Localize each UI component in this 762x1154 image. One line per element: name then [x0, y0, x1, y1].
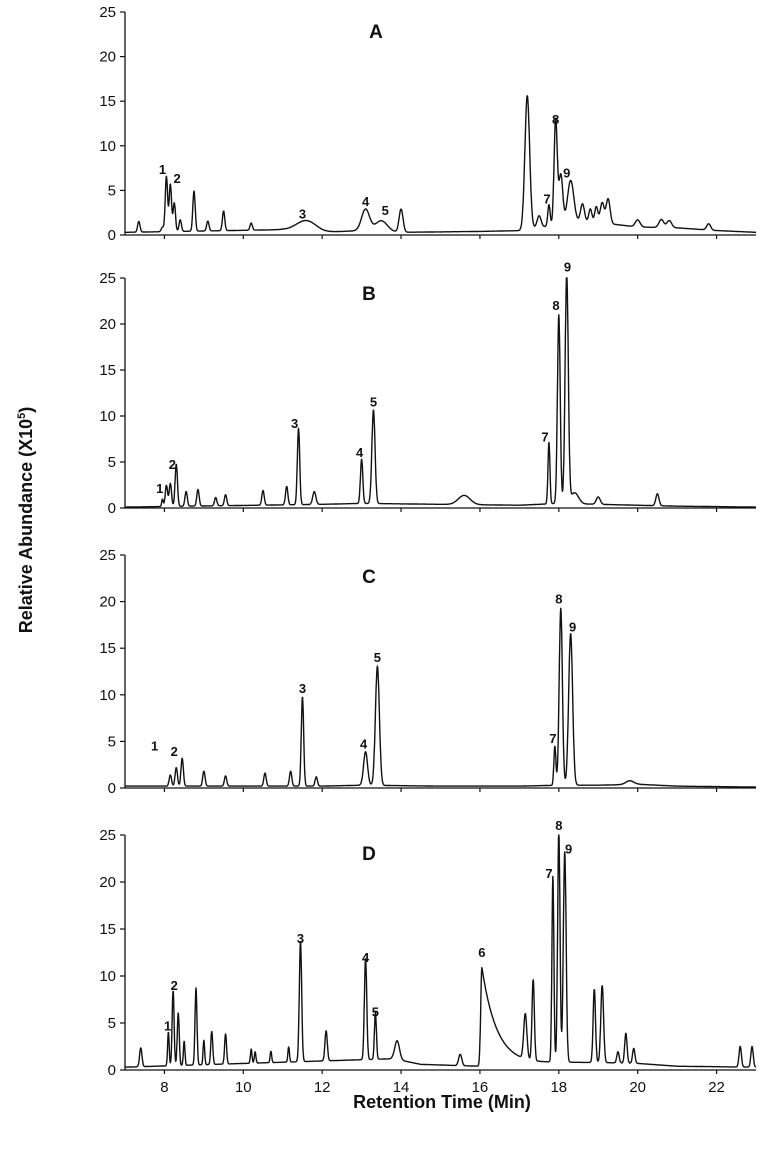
peak-label-8: 8 — [555, 591, 562, 606]
trace-line — [124, 834, 757, 1068]
y-tick-label: 5 — [108, 454, 116, 471]
panel-b: 0 5 10 15 20 25 B 12 3 4 5 7 8 9 — [99, 259, 757, 517]
peak-label-6: 6 — [478, 945, 485, 960]
panel-letter: A — [369, 22, 383, 43]
panel-c: 0 5 10 15 20 25 C 1 2 3 4 5 7 89 — [99, 547, 757, 797]
peak-label-3: 3 — [299, 207, 306, 222]
peak-label-1: 1 — [156, 481, 163, 496]
peak-label-5: 5 — [370, 395, 377, 410]
peak-label-9: 9 — [565, 842, 572, 857]
peak-label-7: 7 — [541, 430, 548, 445]
peak-label-4: 4 — [356, 445, 364, 460]
panel-d: 0 5 10 15 20 25 D 1 2 3 4 5 6 7 89 — [99, 818, 757, 1079]
peak-label-7: 7 — [549, 731, 556, 746]
peak-label-9: 9 — [564, 259, 571, 274]
y-tick-label: 0 — [108, 227, 116, 244]
x-tick-label: 20 — [629, 1079, 646, 1096]
y-tick-label: 15 — [99, 93, 116, 110]
y-tick-label: 20 — [99, 594, 116, 611]
y-tick-label: 15 — [99, 921, 116, 938]
y-tick-label: 10 — [99, 408, 116, 425]
peak-label-1: 1 — [164, 1018, 171, 1033]
peak-label-8: 8 — [552, 298, 559, 313]
y-tick-label: 25 — [99, 270, 116, 287]
peak-label-9: 9 — [563, 166, 570, 181]
peak-label-2: 2 — [171, 978, 178, 993]
trace-line — [124, 277, 757, 508]
peak-label-7: 7 — [543, 192, 550, 207]
x-tick-label: 8 — [160, 1079, 168, 1096]
panel-letter: D — [362, 844, 376, 865]
peak-label-1: 1 — [159, 162, 166, 177]
peak-label-4: 4 — [362, 194, 370, 209]
y-tick-label: 0 — [108, 1062, 116, 1079]
y-tick-label: 10 — [99, 968, 116, 985]
peak-label-3: 3 — [299, 681, 306, 696]
x-tick-label: 16 — [472, 1079, 489, 1096]
peak-label-8: 8 — [555, 818, 562, 833]
y-axis-title-sup: 5 — [16, 413, 28, 419]
y-tick-label: 10 — [99, 138, 116, 155]
peak-label-2: 2 — [173, 171, 180, 186]
y-tick-label: 5 — [108, 182, 116, 199]
x-tick-label: 22 — [708, 1079, 725, 1096]
y-axis-title: Relative Abundance (X105) — [16, 407, 36, 634]
y-tick-label: 0 — [108, 780, 116, 797]
x-tick-label: 12 — [314, 1079, 331, 1096]
peak-label-3: 3 — [291, 416, 298, 431]
peak-label-5: 5 — [374, 650, 381, 665]
x-axis-title: Retention Time (Min) — [353, 1092, 531, 1112]
y-axis-title-close: ) — [16, 407, 36, 413]
peak-label-2: 2 — [171, 744, 178, 759]
peak-label-5: 5 — [372, 1004, 379, 1019]
chromatogram-panels: 0510152025A123457890510152025B1234578905… — [99, 4, 757, 1079]
trace-line — [124, 95, 757, 234]
x-tick-label: 14 — [393, 1079, 410, 1096]
x-tick-label: 18 — [550, 1079, 567, 1096]
y-tick-label: 20 — [99, 874, 116, 891]
x-tick-label: 10 — [235, 1079, 252, 1096]
y-tick-label: 25 — [99, 4, 116, 21]
y-tick-label: 20 — [99, 49, 116, 66]
peak-label-5: 5 — [382, 203, 389, 218]
peak-label-8: 8 — [552, 112, 559, 127]
y-tick-label: 20 — [99, 316, 116, 333]
y-axis-title-main: Relative Abundance (X10 — [16, 419, 36, 633]
panel-letter: B — [362, 284, 376, 305]
y-tick-label: 5 — [108, 1015, 116, 1032]
x-axis: 8 10 12 14 16 18 20 22 — [160, 1079, 725, 1096]
peak-label-9: 9 — [569, 619, 576, 634]
peak-label-2: 2 — [169, 457, 176, 472]
y-tick-label: 10 — [99, 687, 116, 704]
y-tick-label: 15 — [99, 362, 116, 379]
peak-label-4: 4 — [360, 737, 368, 752]
trace-line — [124, 607, 757, 788]
peak-label-7: 7 — [545, 866, 552, 881]
y-tick-label: 25 — [99, 827, 116, 844]
y-tick-label: 5 — [108, 733, 116, 750]
y-tick-label: 15 — [99, 640, 116, 657]
peak-label-3: 3 — [297, 931, 304, 946]
y-tick-label: 25 — [99, 547, 116, 564]
peak-label-4: 4 — [362, 950, 370, 965]
y-tick-label: 0 — [108, 500, 116, 517]
panel-letter: C — [362, 567, 376, 588]
peak-label-1: 1 — [151, 739, 158, 754]
